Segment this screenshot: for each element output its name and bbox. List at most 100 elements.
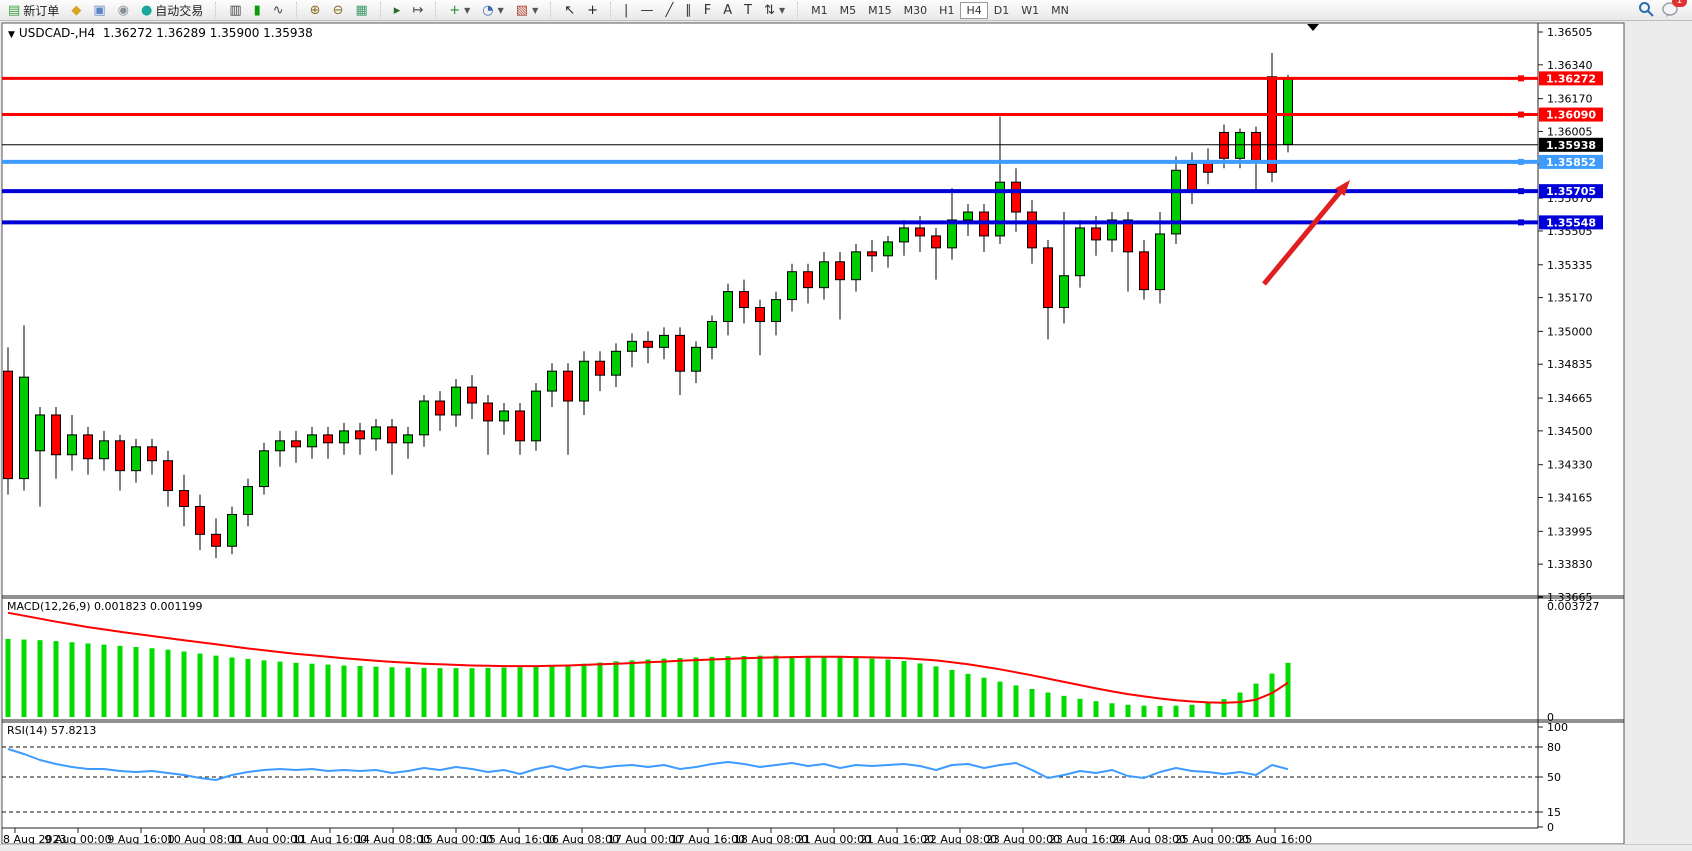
candlestick-chart-button[interactable]: ▮ xyxy=(249,2,266,19)
price-label-text: 1.36272 xyxy=(1546,72,1596,85)
search-icon[interactable] xyxy=(1638,1,1654,20)
time-tick-label: 17 Aug 16:00 xyxy=(671,833,745,846)
horizontal-line-button[interactable]: — xyxy=(635,2,658,19)
periods-button[interactable]: ◔ ▼ xyxy=(477,2,509,19)
timeframe-h1-button[interactable]: H1 xyxy=(939,3,955,17)
shapes-button[interactable]: ⇅ ▼ xyxy=(759,2,790,19)
candle xyxy=(835,261,845,281)
zoom-in-button[interactable]: ⊕ xyxy=(305,2,326,19)
price-tick-label: 1.34835 xyxy=(1547,358,1593,371)
timeframe-m1-button[interactable]: M1 xyxy=(811,3,828,17)
trend-arrow[interactable] xyxy=(1262,190,1342,286)
candle xyxy=(579,360,589,402)
timeframe-m15-button[interactable]: M15 xyxy=(868,3,892,17)
fibonacci-button[interactable]: F xyxy=(699,2,716,19)
rsi-line xyxy=(7,748,1289,781)
candle xyxy=(1267,76,1277,173)
price-tick-label: 1.33830 xyxy=(1547,558,1593,571)
price-tick-label: 1.36505 xyxy=(1547,26,1593,39)
templates-button[interactable]: ▧ ▼ xyxy=(511,2,543,19)
price-tick-label: 1.33665 xyxy=(1547,591,1593,604)
chart-shift-icon: ↦ xyxy=(412,2,424,18)
macd-bar xyxy=(149,648,155,717)
time-tick-label: 24 Aug 08:00 xyxy=(1112,833,1186,846)
macd-bar xyxy=(677,658,683,717)
rsi-pane-label: RSI(14) 57.8213 xyxy=(7,724,96,737)
timeframe-w1-button[interactable]: W1 xyxy=(1021,3,1040,17)
macd-bar xyxy=(245,658,251,717)
signals-button[interactable]: ◉ xyxy=(113,2,134,19)
candle xyxy=(675,334,685,372)
macd-bar xyxy=(581,663,587,717)
deposit-button[interactable]: ◆ xyxy=(66,2,86,19)
candle xyxy=(1235,131,1245,159)
macd-bar xyxy=(165,649,171,717)
timeframe-h4-button[interactable]: H4 xyxy=(960,1,988,19)
time-tick-label: 14 Aug 08:00 xyxy=(356,833,430,846)
macd-bar xyxy=(997,681,1003,717)
candle xyxy=(371,426,381,440)
price-tick-label: 1.36340 xyxy=(1547,59,1593,72)
chevron-down-icon[interactable]: ▼ xyxy=(779,5,786,15)
macd-bar xyxy=(261,660,267,717)
notifications-icon[interactable]: 1 xyxy=(1662,0,1687,20)
price-label-text: 1.36090 xyxy=(1546,109,1596,122)
timeframe-m5-button[interactable]: M5 xyxy=(839,3,857,17)
line-handle[interactable] xyxy=(1518,219,1524,226)
text-button[interactable]: A xyxy=(718,2,737,19)
candle xyxy=(1123,219,1133,253)
candle xyxy=(387,426,397,444)
publish-button[interactable]: ▣ xyxy=(88,2,110,19)
auto-scroll-button[interactable]: ▸ xyxy=(389,2,406,19)
line-handle[interactable] xyxy=(1518,111,1524,118)
time-tick-label: 9 Aug 00:00 xyxy=(44,833,111,846)
chart-collapse-icon[interactable]: ▼ xyxy=(8,30,15,40)
timeframe-mn-button[interactable]: MN xyxy=(1051,3,1069,17)
crosshair-icon: + xyxy=(587,2,599,18)
macd-bar xyxy=(709,656,715,717)
zoom-out-button[interactable]: ⊖ xyxy=(328,2,349,19)
macd-signal-line xyxy=(7,611,1289,704)
text-label-button[interactable]: T xyxy=(739,2,757,19)
chart-title: ▼ USDCAD-,H4 1.36272 1.36289 1.35900 1.35… xyxy=(8,26,313,40)
chevron-down-icon[interactable]: ▼ xyxy=(497,5,504,15)
indicators-button[interactable]: + ▼ xyxy=(444,2,475,19)
trend-arrow-head[interactable] xyxy=(1335,180,1350,197)
bar-chart-button[interactable]: ▥ xyxy=(224,2,246,19)
timeframe-d1-button[interactable]: D1 xyxy=(993,3,1010,17)
chart-shift-button[interactable]: ↦ xyxy=(407,2,428,19)
macd-bar xyxy=(1013,685,1019,717)
candle xyxy=(83,434,93,460)
crosshair-button[interactable]: + xyxy=(582,2,603,19)
macd-bar xyxy=(1029,689,1035,717)
candle xyxy=(867,251,877,257)
line-handle[interactable] xyxy=(1518,75,1524,82)
autotrade-icon: ● xyxy=(140,2,153,18)
tile-windows-button[interactable]: ▦ xyxy=(350,2,372,19)
chevron-down-icon[interactable]: ▼ xyxy=(532,5,539,15)
time-tick-label: 9 Aug 16:00 xyxy=(107,833,174,846)
macd-bar xyxy=(21,639,27,717)
price-tick-label: 1.36005 xyxy=(1547,125,1593,138)
new-order-button[interactable]: ▤ 新订单 xyxy=(3,0,64,21)
line-handle[interactable] xyxy=(1518,188,1524,195)
macd-bar xyxy=(1285,662,1291,717)
line-handle[interactable] xyxy=(1518,158,1524,165)
time-tick-label: 21 Aug 16:00 xyxy=(860,833,934,846)
autotrade-button[interactable]: ● 自动交易 xyxy=(136,0,208,21)
macd-bar xyxy=(53,641,59,717)
time-tick-label: 8 Aug 2023 xyxy=(3,833,66,846)
candle xyxy=(195,505,205,535)
chevron-down-icon[interactable]: ▼ xyxy=(464,5,471,15)
price-tick-label: 1.35000 xyxy=(1547,325,1593,338)
vertical-line-button[interactable]: | xyxy=(619,2,633,19)
line-chart-button[interactable]: ∿ xyxy=(268,2,289,19)
macd-bar xyxy=(725,656,731,717)
trendline-button[interactable]: ╱ xyxy=(660,2,678,19)
timeframe-m30-button[interactable]: M30 xyxy=(903,3,928,17)
equidistant-channel-button[interactable]: ∥ xyxy=(680,2,697,19)
candle xyxy=(211,533,221,547)
cursor-button[interactable]: ↖ xyxy=(559,2,580,19)
time-tick-label: 10 Aug 08:00 xyxy=(167,833,241,846)
